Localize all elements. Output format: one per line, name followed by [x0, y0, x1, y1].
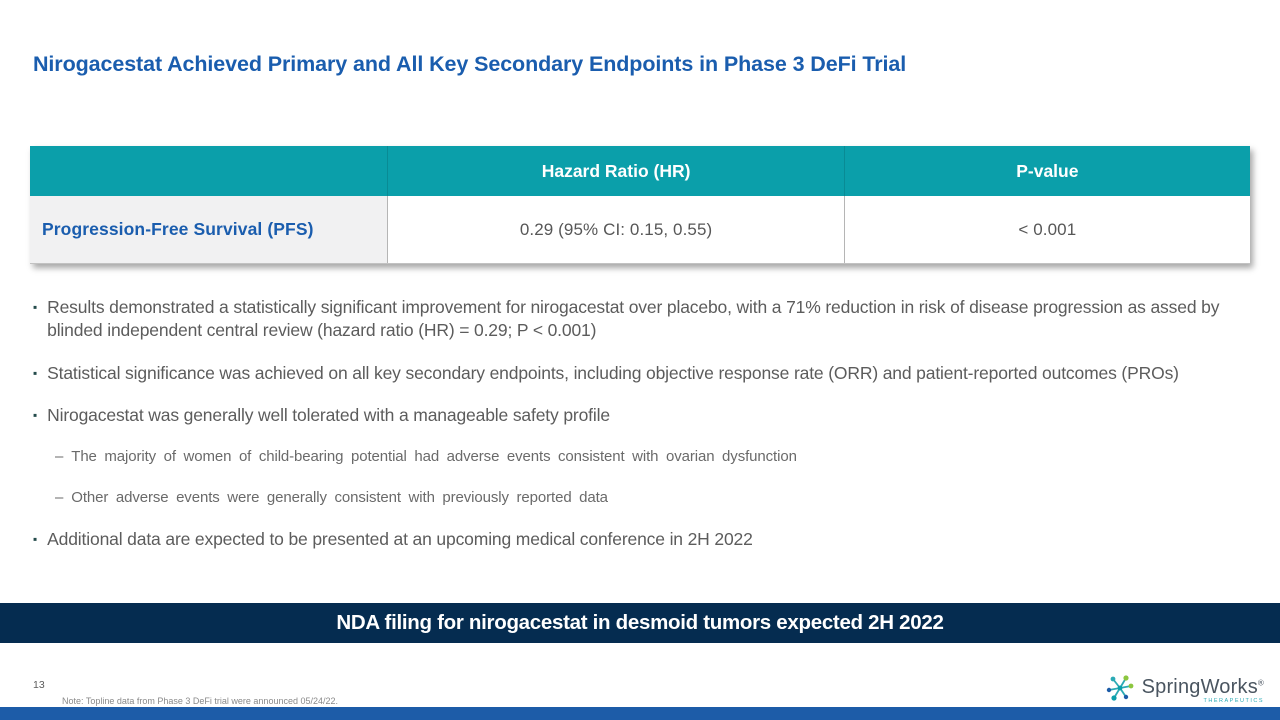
bullet-text: Results demonstrated a statistically sig… — [47, 297, 1220, 340]
results-table: Hazard Ratio (HR) P-value Progression-Fr… — [30, 146, 1250, 264]
logo-name: SpringWorks® — [1141, 675, 1264, 698]
bullet-square-icon: ▪ — [33, 408, 38, 423]
list-item: ▪ Results demonstrated a statistically s… — [33, 296, 1223, 342]
banner-text: NDA filing for nirogacestat in desmoid t… — [336, 611, 944, 634]
table-header-hazard-ratio: Hazard Ratio (HR) — [387, 146, 843, 196]
slide-title: Nirogacestat Achieved Primary and All Ke… — [33, 52, 907, 76]
springworks-logo-icon — [1103, 671, 1137, 710]
springworks-logo: SpringWorks® THERAPEUTICS — [1103, 671, 1264, 710]
list-item: – Other adverse events were generally co… — [55, 488, 1223, 508]
logo-wordmark: SpringWorks® THERAPEUTICS — [1142, 677, 1264, 705]
bullet-text: Additional data are expected to be prese… — [47, 529, 753, 549]
registered-mark: ® — [1257, 678, 1264, 688]
bullet-square-icon: ▪ — [33, 365, 38, 380]
bullet-text: Statistical significance was achieved on… — [47, 362, 1179, 383]
logo-subtext: THERAPEUTICS — [1203, 697, 1264, 704]
list-item: ▪ Nirogacestat was generally well tolera… — [33, 404, 1223, 427]
list-item: – The majority of women of child-bearing… — [55, 447, 1223, 467]
bottom-accent-bar — [0, 707, 1280, 720]
hazard-ratio-value: 0.29 (95% CI: 0.15, 0.55) — [387, 196, 843, 263]
bullet-square-icon: ▪ — [33, 300, 38, 314]
bullet-text: Nirogacestat was generally well tolerate… — [47, 405, 610, 426]
footnote: Note: Topline data from Phase 3 DeFi tri… — [62, 696, 339, 706]
bullet-square-icon: ▪ — [33, 532, 38, 546]
dash-marker-icon: – — [55, 448, 64, 465]
p-value: < 0.001 — [843, 196, 1250, 263]
dash-marker-icon: – — [55, 488, 64, 506]
table-header-empty — [30, 146, 387, 196]
list-item: ▪ Statistical significance was achieved … — [33, 362, 1223, 385]
row-label-pfs: Progression-Free Survival (PFS) — [30, 196, 388, 263]
page-number: 13 — [33, 679, 45, 691]
nda-filing-banner: NDA filing for nirogacestat in desmoid t… — [0, 603, 1280, 643]
table-header-row: Hazard Ratio (HR) P-value — [30, 146, 1250, 196]
table-row: Progression-Free Survival (PFS) 0.29 (95… — [30, 196, 1250, 264]
sub-bullet-text: Other adverse events were generally cons… — [71, 488, 608, 506]
bullet-list: ▪ Results demonstrated a statistically s… — [33, 296, 1223, 571]
sub-bullet-text: The majority of women of child-bearing p… — [71, 448, 797, 465]
table-header-p-value: P-value — [843, 146, 1250, 196]
list-item: ▪ Additional data are expected to be pre… — [33, 528, 1223, 551]
